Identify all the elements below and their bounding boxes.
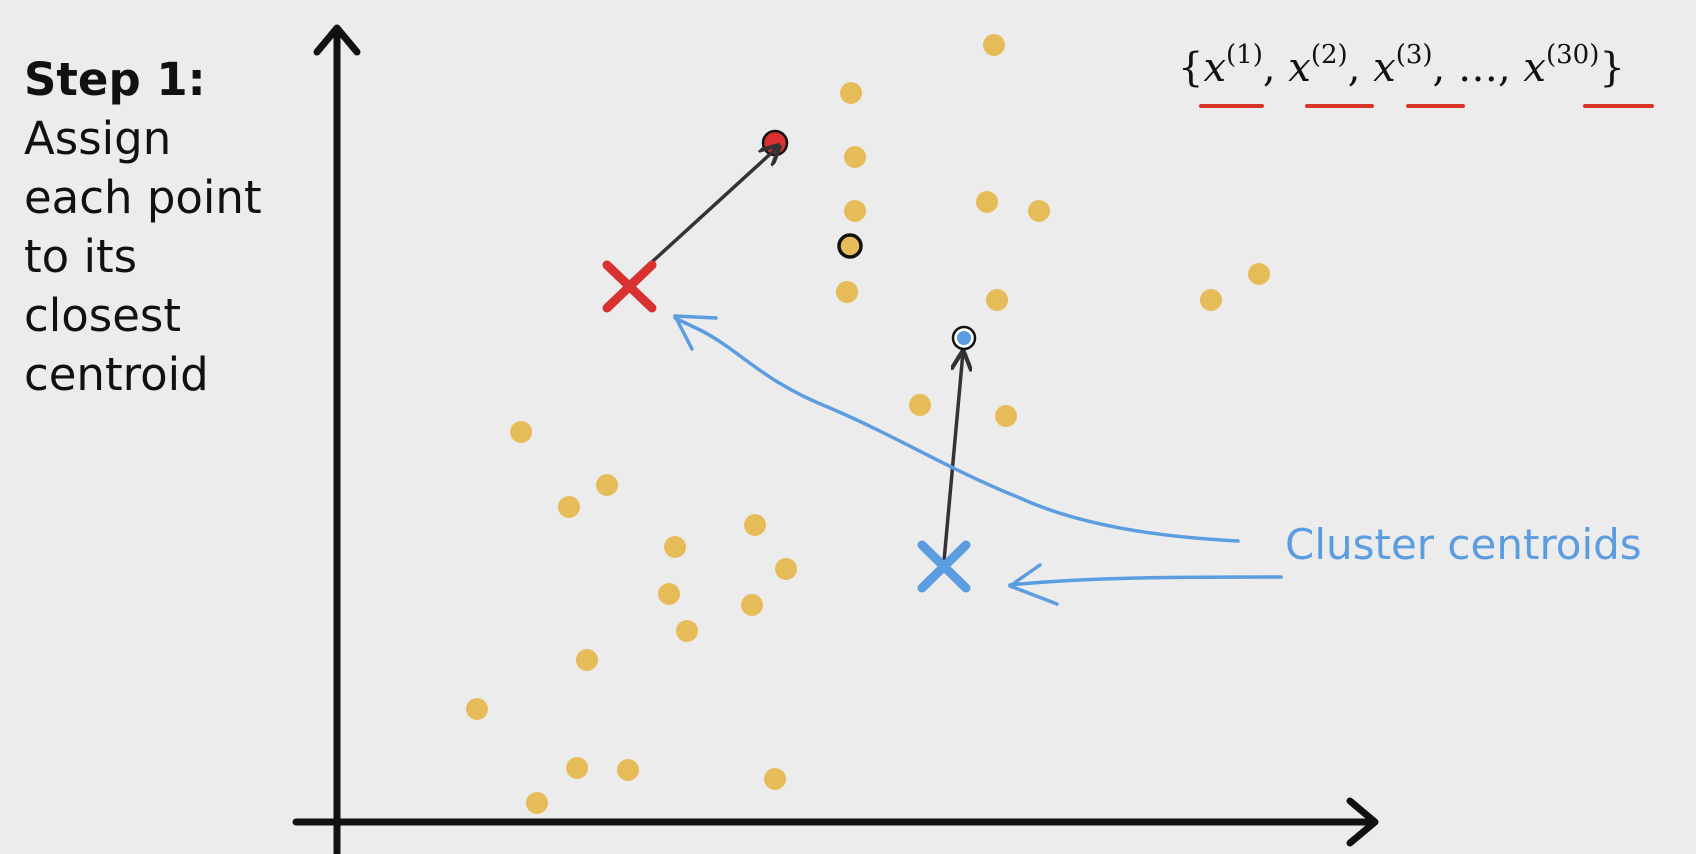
x-symbol: x xyxy=(1373,45,1396,91)
caption-line: Assign xyxy=(24,112,172,165)
data-point xyxy=(658,583,680,605)
red-centroid-x-mark-icon xyxy=(602,260,657,313)
data-point xyxy=(775,558,797,580)
superscript: (2) xyxy=(1310,40,1348,70)
pointer-arrowhead-blue xyxy=(1008,563,1059,606)
data-points xyxy=(466,34,1270,814)
data-point xyxy=(558,496,580,518)
red-assignment-arrow xyxy=(628,146,779,284)
data-point xyxy=(986,289,1008,311)
caption-line: centroid xyxy=(24,348,209,401)
data-point xyxy=(983,34,1005,56)
data-point xyxy=(526,792,548,814)
data-point xyxy=(664,536,686,558)
data-point xyxy=(844,200,866,222)
data-point xyxy=(510,421,532,443)
data-point xyxy=(676,620,698,642)
open-brace: { xyxy=(1178,45,1204,91)
superscript: (30) xyxy=(1545,40,1600,70)
step-caption: Step 1: Assign each point to its closest… xyxy=(24,50,262,404)
data-point xyxy=(909,394,931,416)
caption-line: each point xyxy=(24,171,262,224)
superscript: (1) xyxy=(1226,40,1263,70)
caption-line: to its xyxy=(24,230,138,283)
caption-line: closest xyxy=(24,289,181,342)
step-title: Step 1: xyxy=(24,53,206,106)
pointer-arrow-to-blue-centroid xyxy=(1008,575,1283,587)
data-point xyxy=(576,649,598,671)
comma: , xyxy=(1497,45,1511,91)
cluster-centroids-label: Cluster centroids xyxy=(1285,520,1642,569)
data-point xyxy=(596,474,618,496)
data-point xyxy=(1248,263,1270,285)
x-symbol: x xyxy=(1288,45,1311,91)
x-symbol: x xyxy=(1203,45,1227,91)
highlighted-point-outlined xyxy=(837,233,863,259)
data-point xyxy=(1028,200,1050,222)
data-point xyxy=(1200,289,1222,311)
training-set-notation: {x(1), x(2), x(3), …, x(30)} xyxy=(1178,40,1625,91)
y-axis-arrowhead xyxy=(313,24,361,56)
blue-assigned-point-core xyxy=(957,331,971,345)
comma: , xyxy=(1432,45,1446,91)
comma: , xyxy=(1347,45,1361,91)
data-point xyxy=(840,82,862,104)
data-point xyxy=(844,146,866,168)
pointer-arrow-to-red-centroid xyxy=(673,316,1240,543)
superscript: (3) xyxy=(1395,40,1433,70)
data-point xyxy=(764,768,786,790)
data-point xyxy=(617,759,639,781)
data-point xyxy=(741,594,763,616)
data-point xyxy=(995,405,1017,427)
pointer-arrowhead-red xyxy=(673,314,718,351)
ellipsis: … xyxy=(1457,45,1498,91)
comma: , xyxy=(1262,45,1276,91)
close-brace: } xyxy=(1599,45,1625,91)
data-point xyxy=(466,698,488,720)
x-axis-arrowhead xyxy=(1346,797,1379,847)
data-point xyxy=(744,514,766,536)
axes xyxy=(292,24,1379,854)
data-point xyxy=(976,191,998,213)
data-point xyxy=(836,281,858,303)
x-symbol: x xyxy=(1523,45,1546,91)
data-point xyxy=(566,757,588,779)
blue-centroid-x-mark-icon xyxy=(917,540,971,593)
blue-assignment-arrow xyxy=(942,352,963,562)
